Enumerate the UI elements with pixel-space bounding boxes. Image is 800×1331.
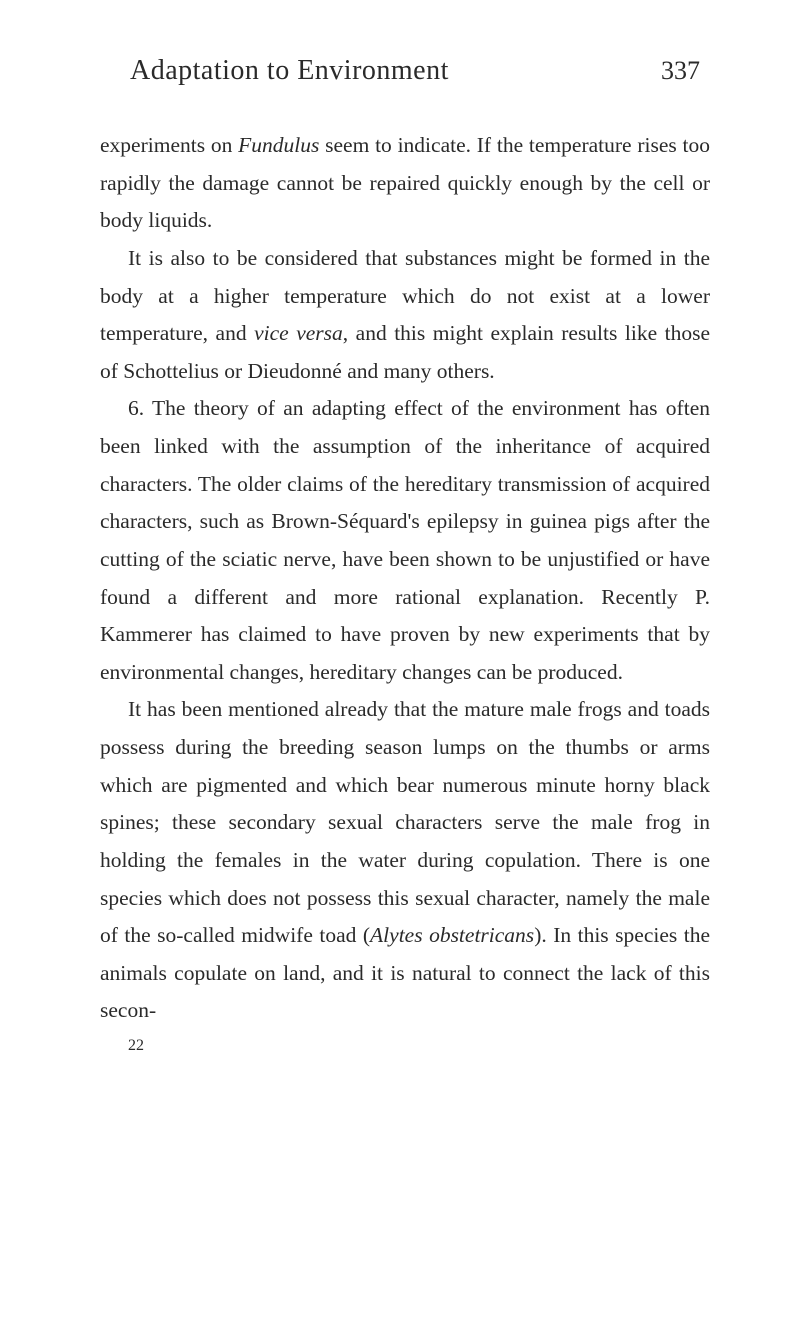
paragraph-3: 6. The theory of an adapting effect of t…: [100, 390, 710, 691]
page-header: Adaptation to Environment 337: [100, 55, 710, 87]
paragraph-2: It is also to be considered that substan…: [100, 240, 710, 391]
body-text: experiments on Fundulus seem to indicate…: [100, 127, 710, 1060]
chapter-title: Adaptation to Environment: [130, 55, 449, 87]
text-segment: experiments on: [100, 133, 238, 157]
paragraph-4: It has been mentioned already that the m…: [100, 691, 710, 1030]
text-segment: 6. The theory of an adapting effect of t…: [100, 396, 710, 683]
italic-text: vice versa: [254, 321, 343, 345]
signature-mark: 22: [100, 1032, 710, 1060]
italic-text: Fundulus: [238, 133, 319, 157]
text-segment: It has been mentioned already that the m…: [100, 697, 710, 947]
paragraph-1: experiments on Fundulus seem to indicate…: [100, 127, 710, 240]
italic-text: Alytes obstetricans: [370, 923, 534, 947]
page-number: 337: [661, 56, 700, 86]
